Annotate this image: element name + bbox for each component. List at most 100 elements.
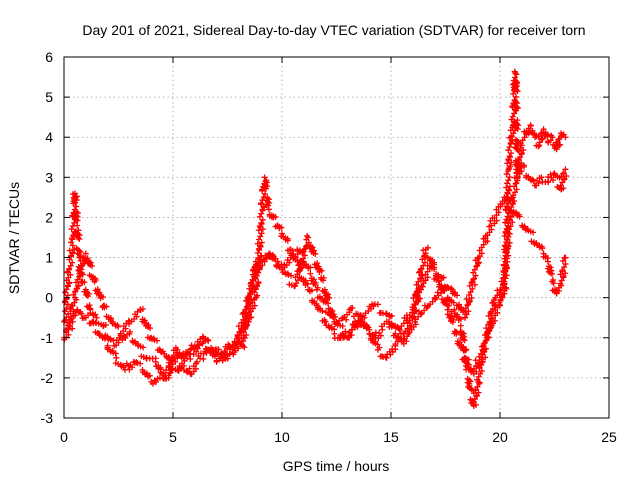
data-points bbox=[61, 68, 570, 409]
data-point bbox=[174, 366, 181, 373]
data-point bbox=[562, 254, 569, 261]
data-point bbox=[245, 302, 252, 309]
data-point bbox=[70, 198, 77, 205]
data-point bbox=[232, 347, 239, 354]
data-point bbox=[469, 278, 476, 285]
data-point bbox=[323, 296, 330, 303]
data-point bbox=[503, 171, 510, 178]
data-point bbox=[514, 126, 521, 133]
data-point bbox=[258, 230, 265, 237]
data-point bbox=[213, 357, 220, 364]
y-tick-label: -3 bbox=[41, 410, 54, 426]
data-point bbox=[253, 282, 260, 289]
data-point bbox=[462, 305, 469, 312]
data-point bbox=[312, 250, 319, 257]
data-point bbox=[501, 233, 508, 240]
data-point bbox=[320, 277, 327, 284]
data-point bbox=[90, 312, 97, 319]
data-point bbox=[504, 160, 511, 167]
data-point bbox=[461, 337, 468, 344]
data-point bbox=[448, 285, 455, 292]
data-point bbox=[471, 281, 478, 288]
data-point bbox=[505, 166, 512, 173]
data-point bbox=[187, 356, 194, 363]
data-point bbox=[75, 309, 82, 316]
data-point bbox=[250, 282, 257, 289]
data-point bbox=[508, 159, 515, 166]
data-point bbox=[508, 150, 515, 157]
data-point bbox=[501, 280, 508, 287]
data-point bbox=[319, 308, 326, 315]
data-point bbox=[535, 143, 542, 150]
data-point bbox=[255, 278, 262, 285]
data-point bbox=[276, 225, 283, 232]
data-point bbox=[295, 262, 302, 269]
data-point bbox=[511, 127, 518, 134]
data-point bbox=[431, 261, 437, 268]
data-point bbox=[216, 355, 223, 362]
data-point bbox=[504, 220, 511, 227]
data-point bbox=[97, 295, 104, 302]
data-point bbox=[248, 279, 255, 286]
data-point bbox=[502, 267, 509, 274]
data-point bbox=[71, 190, 78, 197]
data-point bbox=[414, 287, 421, 294]
data-point bbox=[502, 206, 509, 213]
data-point bbox=[521, 163, 528, 170]
data-point bbox=[63, 286, 70, 293]
data-point bbox=[68, 239, 75, 246]
data-point bbox=[304, 232, 311, 239]
data-point bbox=[419, 283, 426, 290]
data-point bbox=[240, 319, 247, 326]
data-point bbox=[70, 232, 77, 239]
data-point bbox=[147, 325, 154, 332]
y-tick-label: 2 bbox=[45, 209, 53, 225]
data-point bbox=[487, 310, 494, 317]
data-point bbox=[341, 334, 348, 341]
data-point bbox=[127, 328, 134, 335]
data-point bbox=[549, 271, 556, 278]
data-point bbox=[527, 122, 534, 129]
data-point bbox=[145, 373, 152, 380]
data-point bbox=[137, 307, 144, 314]
data-point bbox=[561, 264, 568, 271]
data-point bbox=[73, 203, 80, 210]
data-point bbox=[416, 275, 423, 282]
data-point bbox=[255, 236, 262, 243]
data-point bbox=[242, 324, 249, 331]
data-point bbox=[518, 150, 525, 157]
y-tick-label: 0 bbox=[45, 290, 53, 306]
data-point bbox=[90, 320, 97, 327]
data-point bbox=[259, 262, 266, 269]
data-point bbox=[84, 293, 91, 300]
data-point bbox=[219, 353, 226, 360]
data-point bbox=[73, 216, 80, 223]
data-point bbox=[137, 360, 144, 367]
data-point bbox=[469, 285, 476, 292]
data-point bbox=[461, 347, 468, 354]
data-point bbox=[463, 296, 470, 303]
data-point bbox=[101, 304, 108, 311]
data-point bbox=[256, 245, 263, 252]
data-point bbox=[412, 290, 419, 297]
data-point bbox=[538, 174, 545, 181]
data-point bbox=[452, 329, 459, 336]
data-point bbox=[241, 335, 248, 342]
data-point bbox=[279, 230, 285, 237]
data-point bbox=[505, 147, 512, 154]
data-point bbox=[348, 305, 355, 312]
data-point bbox=[498, 287, 505, 294]
data-point bbox=[400, 336, 407, 343]
data-point bbox=[245, 318, 252, 325]
data-point bbox=[416, 269, 423, 276]
data-point bbox=[464, 302, 471, 309]
data-point bbox=[68, 226, 75, 233]
data-point bbox=[468, 295, 475, 302]
data-point bbox=[517, 154, 524, 161]
data-point bbox=[392, 330, 399, 337]
data-point bbox=[265, 202, 272, 209]
data-point bbox=[449, 319, 456, 326]
data-point bbox=[539, 245, 546, 252]
x-tick-label: 20 bbox=[492, 429, 508, 445]
